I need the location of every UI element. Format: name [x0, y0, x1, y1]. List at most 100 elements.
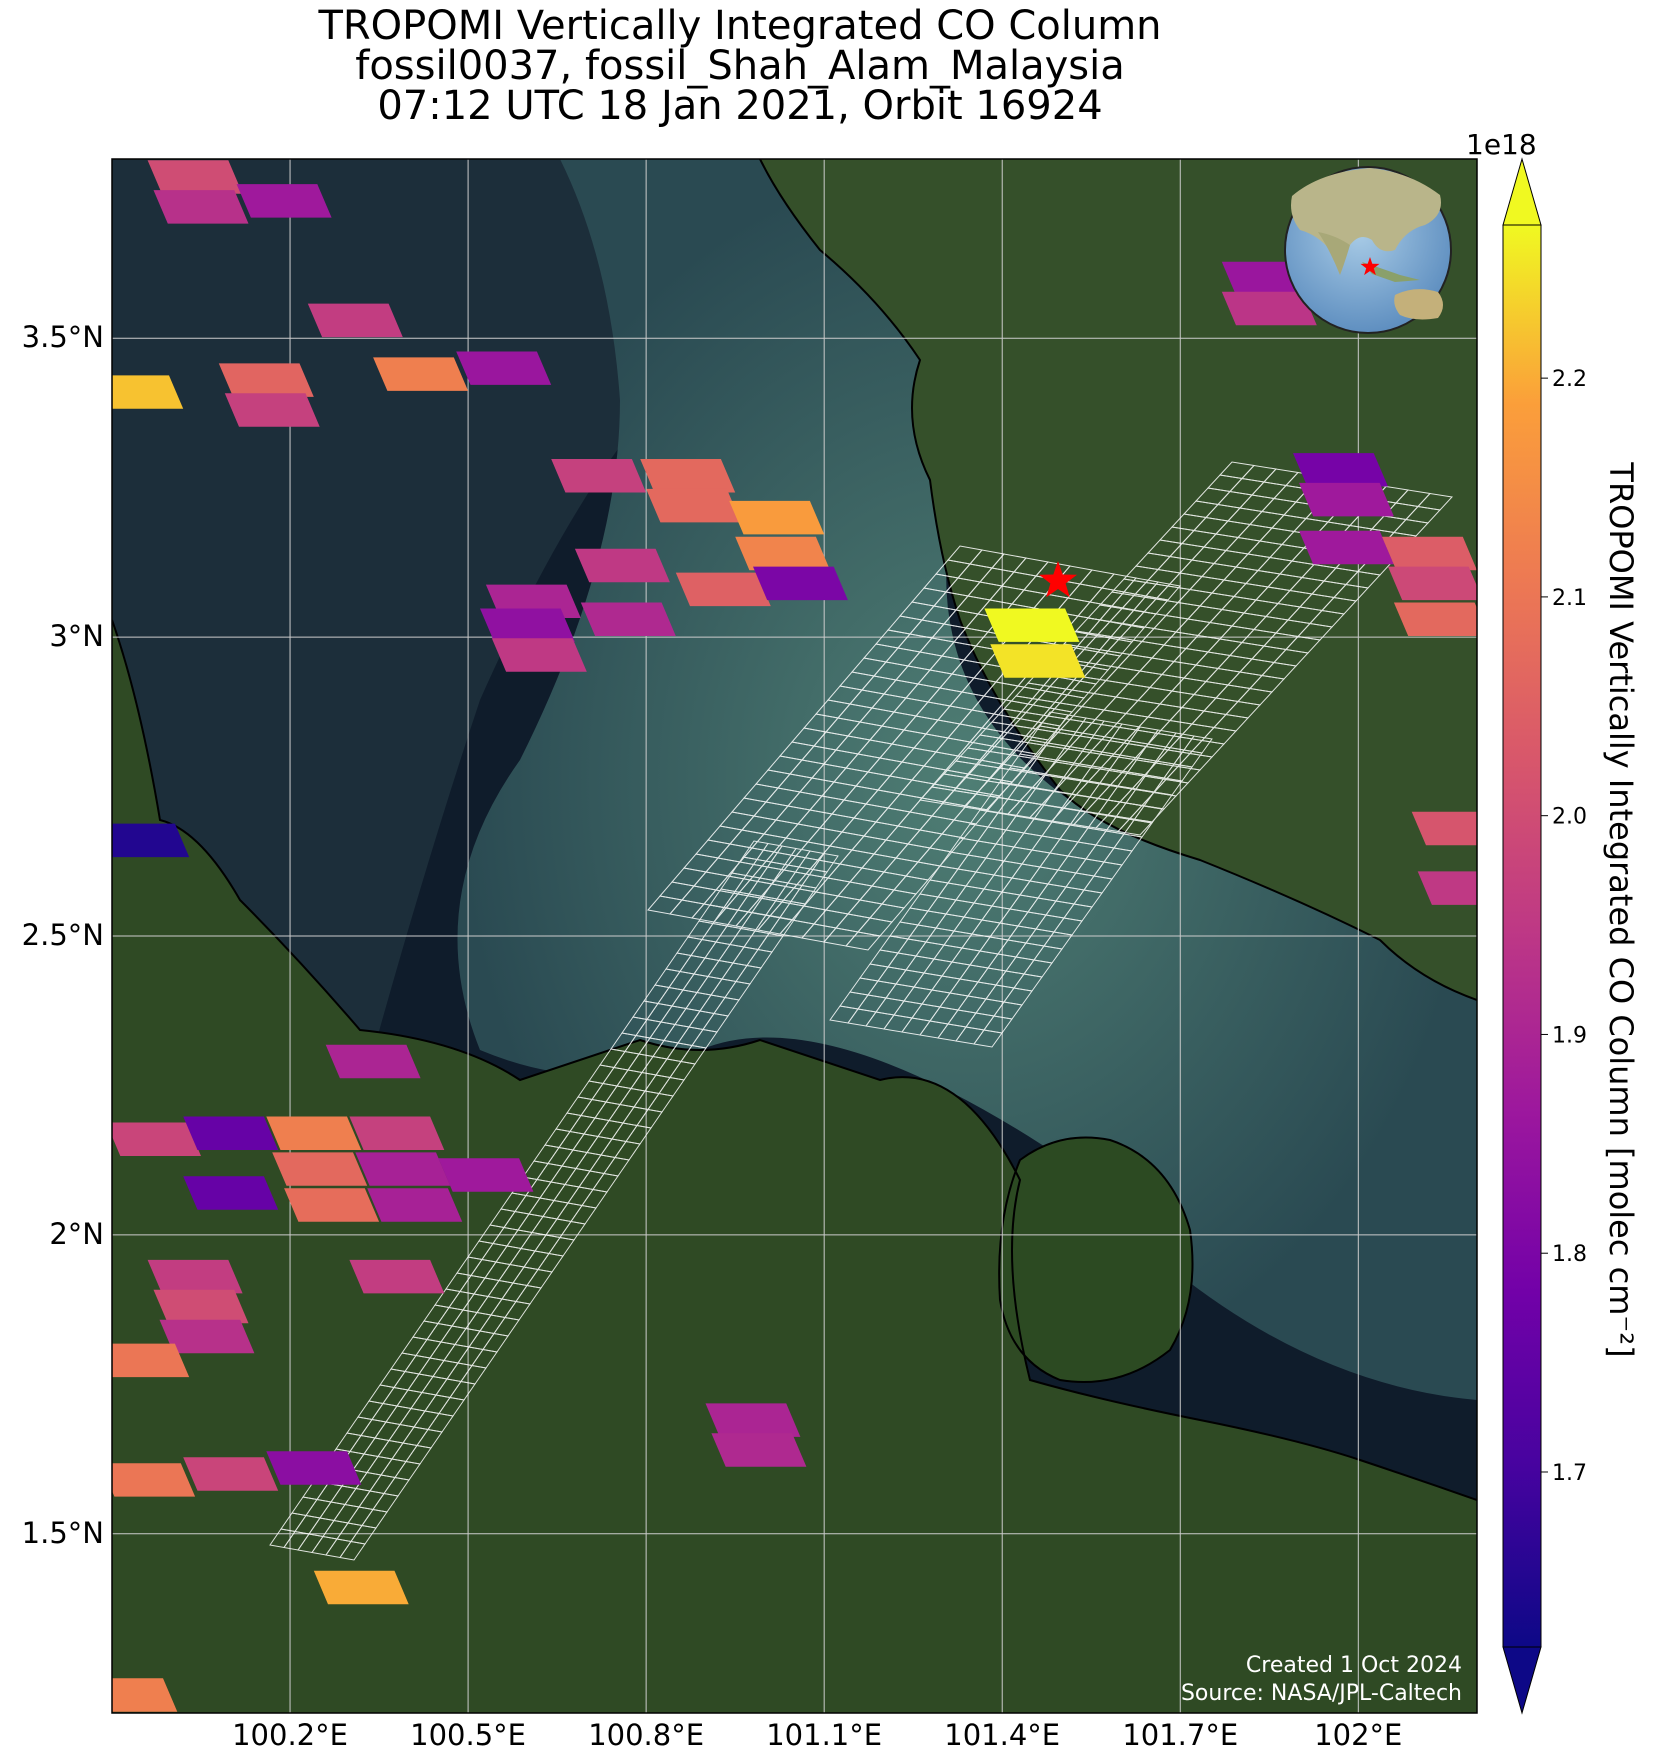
co-pixel — [112, 1463, 196, 1497]
colorbar-multiplier: 1e18 — [1466, 128, 1537, 161]
co-pixel — [218, 363, 314, 397]
co-pixel — [112, 823, 190, 858]
co-pixel — [705, 1403, 801, 1437]
co-pixel — [183, 1176, 279, 1210]
coastline-peninsula — [759, 159, 1477, 1001]
co-pixel — [640, 459, 736, 493]
colorbar-ticks: 1.7 1.8 1.9 2.0 2.1 2.2 — [1541, 367, 1587, 1486]
co-pixel — [153, 190, 249, 224]
co-pixel — [325, 1044, 421, 1079]
co-pixel — [711, 1433, 807, 1467]
co-column-pixels — [112, 160, 1477, 1712]
lon-tick-label: 102°E — [1314, 1718, 1403, 1752]
globe-land-indonesia — [1362, 262, 1420, 282]
co-pixel — [574, 548, 670, 583]
title-line-2: fossil0037, fossil_Shah_Alam_Malaysia — [355, 43, 1125, 89]
co-pixel — [313, 1570, 409, 1605]
lon-tick-label: 100.2°E — [232, 1718, 348, 1752]
co-pixel — [438, 1158, 534, 1192]
colorbar-tick-label: 1.7 — [1552, 1461, 1587, 1486]
co-pixel — [272, 1152, 368, 1186]
co-pixel — [153, 1289, 249, 1324]
colorbar-extend-min — [1502, 1646, 1542, 1715]
colorbar: 1.7 1.8 1.9 2.0 2.1 2.2 — [1502, 157, 1587, 1715]
co-pixel — [729, 500, 825, 535]
lon-tick-label: 101.4°E — [944, 1718, 1061, 1752]
colorbar-extend-max — [1502, 157, 1542, 226]
co-pixel — [984, 608, 1080, 642]
credit-line-2: Source: NASA/JPL-Caltech — [1181, 1681, 1462, 1706]
lat-tick-label: 2°N — [49, 1216, 104, 1251]
swath-cell — [812, 852, 839, 873]
co-pixel — [307, 303, 403, 338]
co-pixel — [355, 1152, 451, 1186]
co-pixel — [349, 1116, 445, 1150]
swath-cell — [1145, 581, 1181, 601]
lon-tick-label: 100.8°E — [588, 1718, 705, 1752]
colorbar-tick-label: 1.9 — [1552, 1023, 1587, 1048]
co-pixel — [183, 1457, 279, 1491]
co-pixel — [480, 608, 575, 642]
colorbar-tick-label: 2.2 — [1552, 367, 1587, 392]
co-pixel — [147, 1259, 243, 1294]
swath-cell — [1416, 492, 1454, 511]
co-pixel — [112, 1122, 201, 1156]
co-pixel — [266, 1451, 362, 1485]
co-pixel — [266, 1116, 362, 1150]
colorbar-body — [1503, 225, 1541, 1647]
co-pixel — [735, 536, 831, 571]
target-star-marker — [1039, 561, 1077, 598]
lon-tick-label: 100.5°E — [410, 1718, 526, 1752]
title-line-1: TROPOMI Vertically Integrated CO Column — [318, 3, 1162, 49]
globe-land-asia — [1291, 168, 1441, 254]
co-pixel — [456, 351, 552, 385]
co-pixel — [990, 644, 1086, 678]
co-pixel — [349, 1259, 445, 1294]
land-island — [999, 1137, 1193, 1382]
tropomi-swath-outline — [269, 461, 1454, 1561]
lat-tick-label: 3.5°N — [21, 320, 104, 355]
co-pixel — [183, 1116, 279, 1150]
co-pixel — [491, 638, 587, 672]
lon-tick-label: 101.1°E — [766, 1718, 883, 1752]
inset-globe — [1284, 166, 1452, 334]
co-pixel — [1221, 291, 1317, 326]
co-pixel — [675, 572, 771, 607]
lat-tick-label: 3°N — [49, 619, 104, 654]
co-pixel — [1388, 566, 1477, 601]
co-pixel — [1299, 530, 1394, 565]
co-pixel — [1393, 602, 1477, 636]
co-pixel — [236, 184, 332, 218]
globe-land-australia — [1394, 289, 1443, 320]
title-line-3: 07:12 UTC 18 Jan 2021, Orbit 16924 — [377, 83, 1103, 129]
lat-tick-label: 2.5°N — [21, 918, 104, 952]
co-pixel — [284, 1188, 380, 1222]
co-pixel — [1299, 482, 1394, 517]
co-pixel — [1417, 871, 1477, 905]
co-pixel — [159, 1319, 255, 1354]
colorbar-label: TROPOMI Vertically Integrated CO Column … — [1602, 462, 1640, 1358]
coastline-sumatra — [112, 619, 1477, 1501]
co-pixel — [1382, 536, 1477, 571]
globe-target-star — [1360, 257, 1380, 276]
co-pixel — [1411, 811, 1477, 846]
land-peninsula — [760, 159, 1477, 1000]
co-pixel — [551, 459, 647, 493]
colorbar-tick-label: 1.8 — [1552, 1242, 1587, 1267]
co-pixel — [646, 488, 742, 523]
land-sumatra — [112, 620, 1477, 1713]
swath-cell — [1183, 735, 1213, 754]
co-pixel — [1293, 453, 1388, 487]
co-pixel — [753, 566, 848, 601]
co-pixel — [112, 1678, 178, 1712]
lon-tick-label: 101.7°E — [1122, 1718, 1239, 1752]
co-pixel — [580, 602, 676, 636]
colorbar-tick-label: 2.1 — [1552, 586, 1587, 611]
co-pixel — [147, 160, 243, 194]
map-panel: Created 1 Oct 2024 Source: NASA/JPL-Calt… — [112, 159, 1477, 1713]
colorbar-tick-label: 2.0 — [1552, 805, 1587, 830]
credit-line-1: Created 1 Oct 2024 — [1246, 1653, 1462, 1678]
map-frame — [111, 158, 1478, 1714]
co-pixel — [373, 357, 469, 391]
